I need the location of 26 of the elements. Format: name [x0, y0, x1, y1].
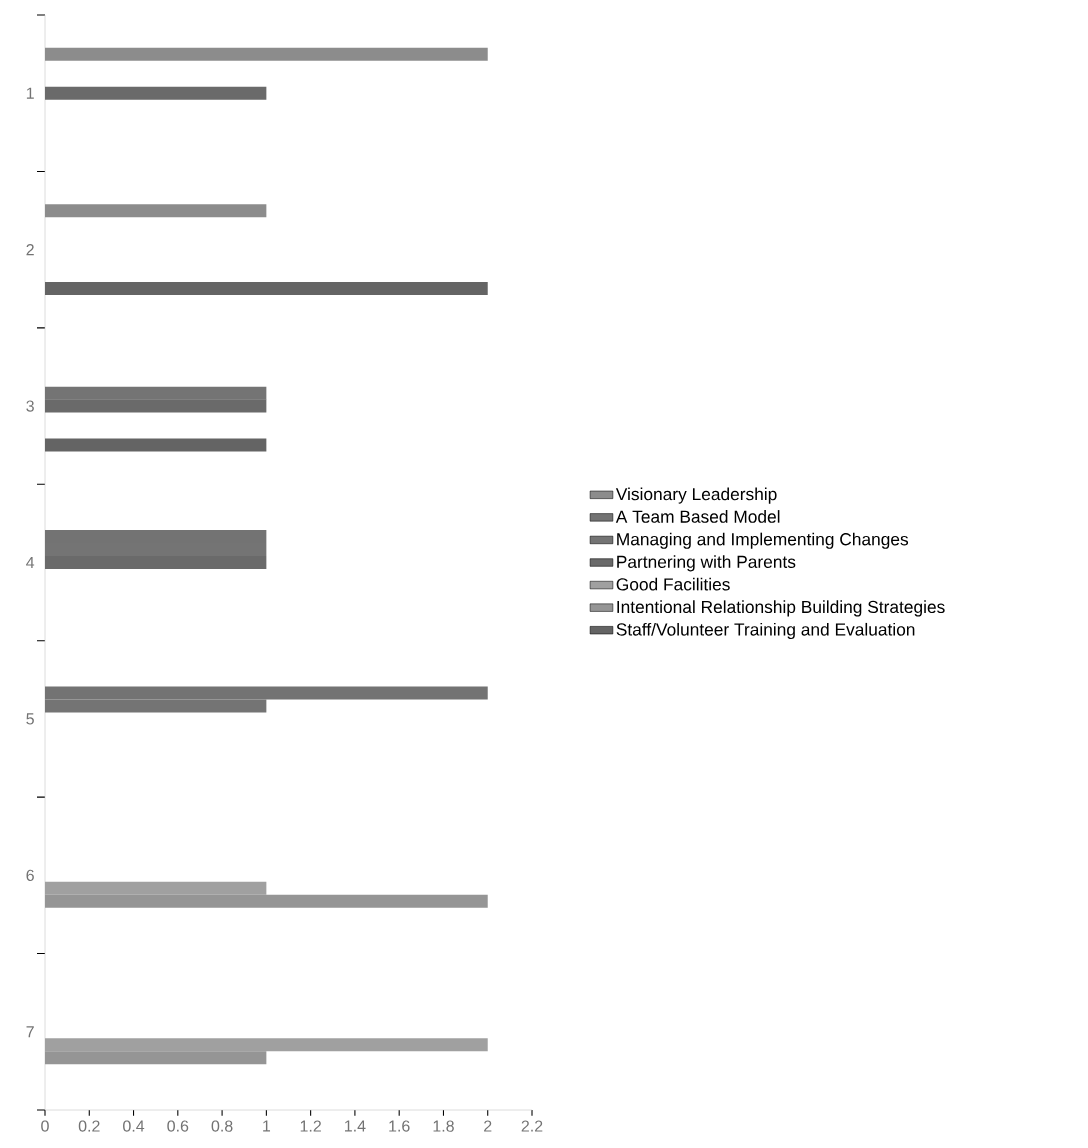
x-tick-label: 1.8	[433, 1120, 454, 1132]
legend-label: A Team Based Model	[615, 510, 780, 523]
legend-label: Partnering with Parents	[617, 555, 796, 572]
legend-label: Managing and Implementing Changes	[617, 532, 909, 549]
legend-label: Intentional Relationship Building Strategies	[617, 600, 945, 617]
legend-label: Good Facilities	[616, 577, 730, 591]
x-tick-label: 0.4	[123, 1120, 145, 1132]
x-tick-label: 1.2	[300, 1120, 321, 1132]
x-tick-label: 2	[484, 1120, 492, 1132]
x-tick-label: 1	[263, 1120, 271, 1132]
x-tick-label: 0.2	[78, 1120, 100, 1132]
y-tick-label: 6	[26, 869, 34, 882]
x-tick-label: 0	[41, 1120, 49, 1132]
x-tick-label: 1.6	[389, 1120, 410, 1132]
y-tick-label: 5	[26, 713, 34, 725]
y-tick-label: 7	[26, 1026, 34, 1038]
legend-label: Visionary Leadership	[615, 487, 777, 504]
x-tick-label: 0.8	[211, 1120, 233, 1132]
y-tick-label: 4	[26, 557, 35, 569]
x-tick-label: 0.6	[167, 1120, 189, 1132]
x-tick-label: 2.2	[521, 1120, 543, 1132]
y-tick-label: 3	[26, 400, 34, 412]
x-tick-label: 1.4	[345, 1120, 366, 1132]
y-tick-label: 1	[26, 87, 34, 99]
y-tick-label: 2	[26, 244, 34, 256]
legend-label: Staff/Volunteer Training and Evaluation	[616, 622, 915, 640]
